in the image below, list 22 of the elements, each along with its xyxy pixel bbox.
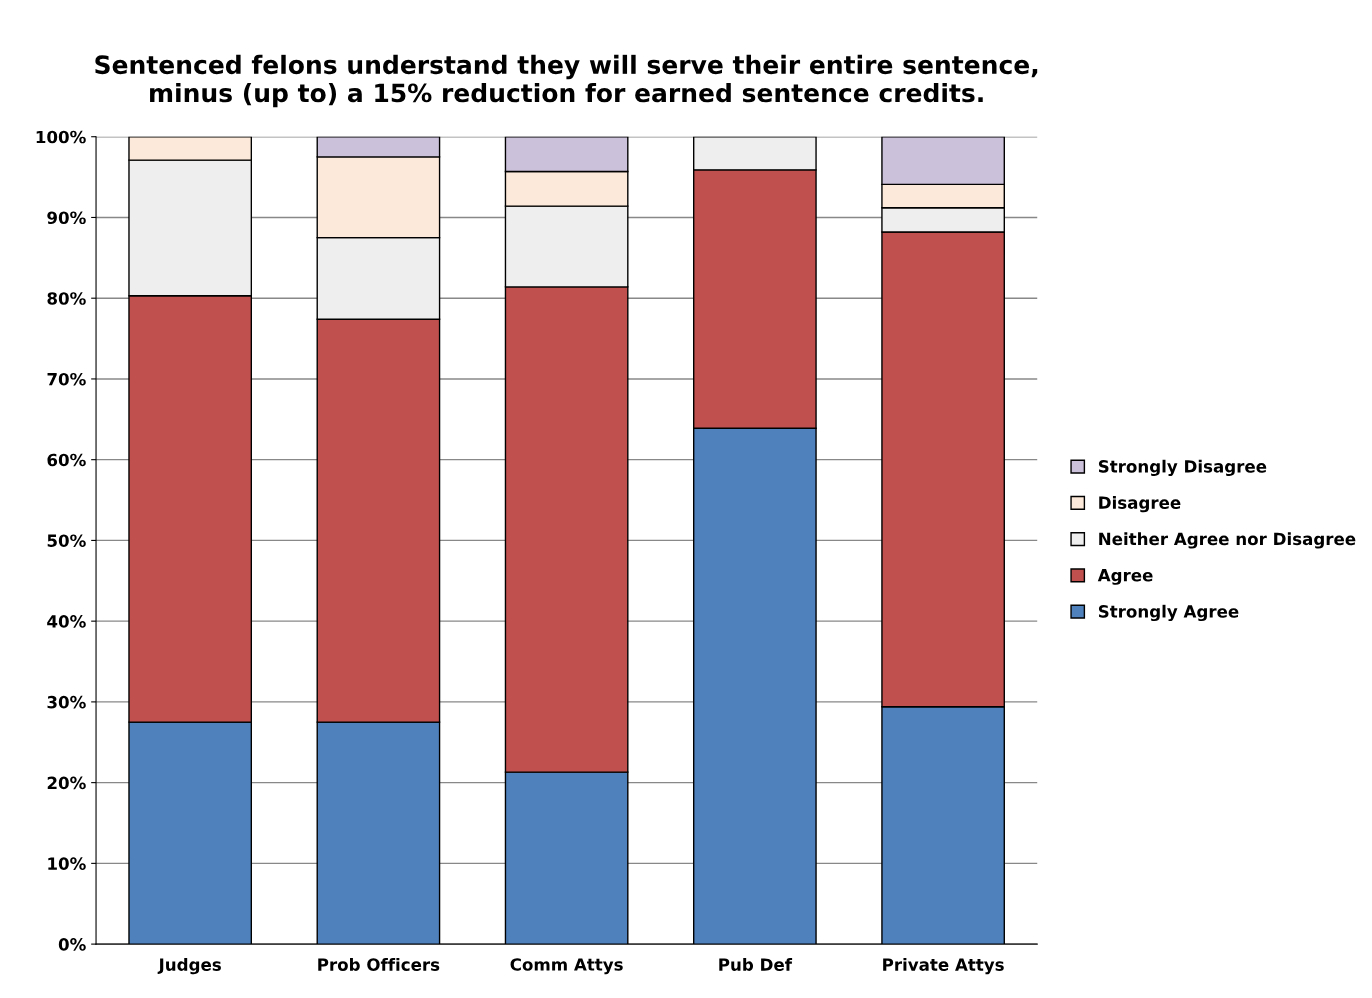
x-tick-label: Private Attys: [883, 958, 1004, 975]
y-tick-label: 30%: [47, 695, 86, 709]
x-tick-label: Prob Officers: [318, 958, 440, 971]
legend-label: Strongly Agree: [1098, 604, 1239, 622]
y-tick-label: 50%: [47, 534, 86, 547]
x-tick-label: Pub Def: [719, 958, 793, 971]
y-tick-label: 20%: [47, 776, 86, 790]
legend-label: Agree: [1097, 569, 1153, 585]
y-tick-label: 90%: [47, 211, 86, 225]
legend-label: Strongly Disagree: [1098, 459, 1267, 477]
x-tick-label: Judges: [157, 958, 221, 975]
y-tick-label: 100%: [36, 130, 86, 144]
x-tick-label: Comm Attys: [510, 958, 623, 975]
legend-label: Disagree: [1099, 496, 1181, 513]
y-tick-label: 40%: [47, 615, 86, 628]
y-tick-label: 70%: [47, 372, 86, 386]
legend-label: Neither Agree nor Disagree: [1099, 532, 1356, 549]
y-tick-label: 80%: [47, 292, 86, 305]
y-tick-label: 10%: [48, 857, 86, 870]
y-tick-label: 0%: [58, 938, 86, 951]
chart-title: Sentenced felons understand they will serve their entire sentence, minus (up to) a 15% reduction for earned sentence credits.: [95, 54, 1038, 108]
y-tick-label: 60%: [47, 453, 86, 467]
